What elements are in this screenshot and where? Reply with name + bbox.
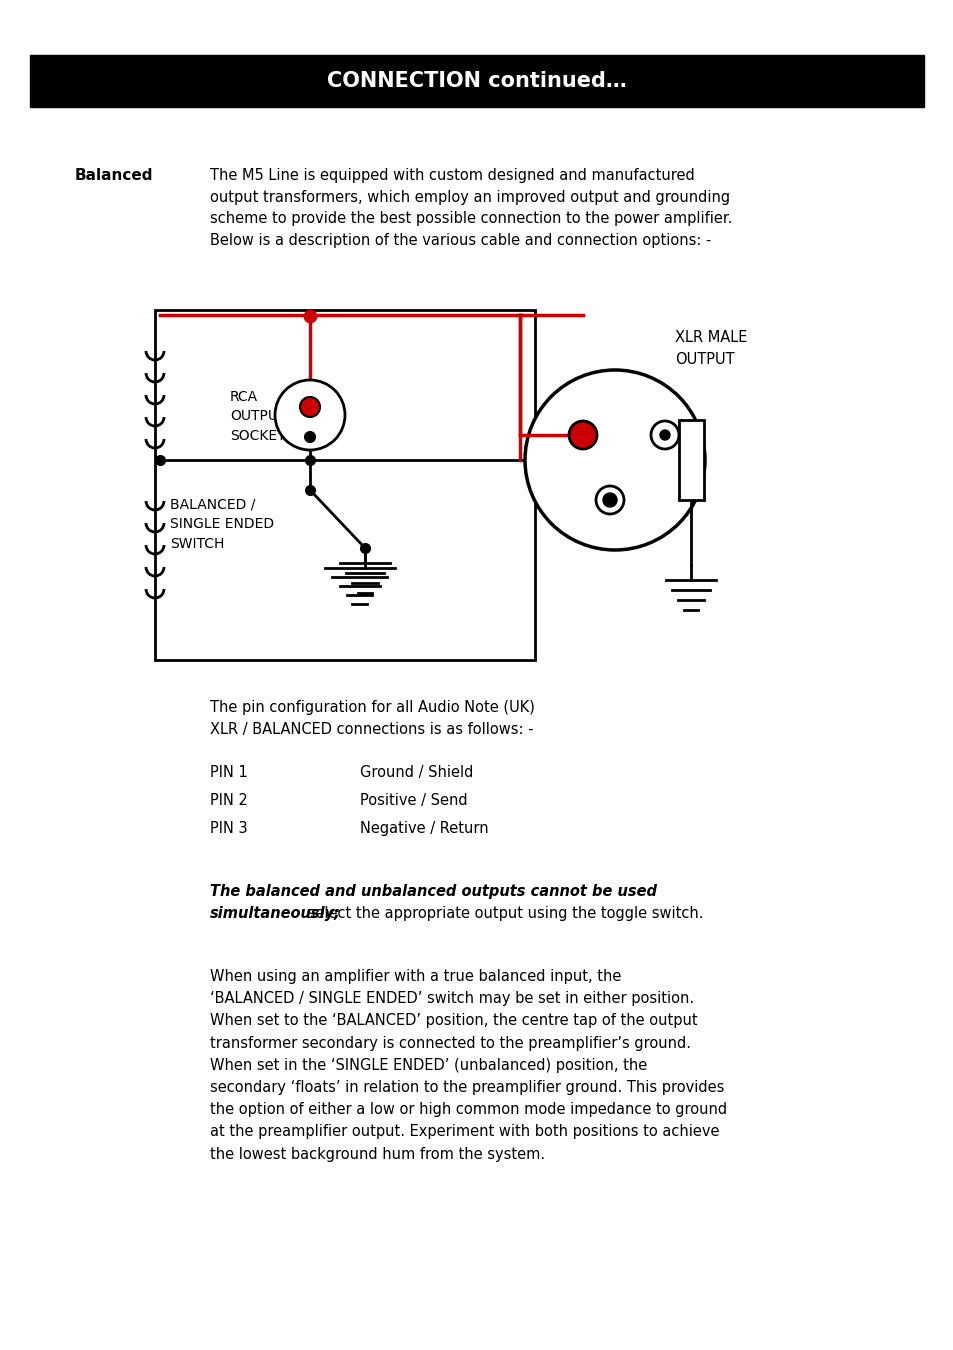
Circle shape [659,431,669,440]
Text: 3: 3 [613,512,622,526]
Text: BALANCED /
SINGLE ENDED
SWITCH: BALANCED / SINGLE ENDED SWITCH [170,498,274,551]
Circle shape [568,421,597,450]
Circle shape [524,370,704,549]
Text: Balanced: Balanced [75,167,153,184]
Circle shape [299,397,319,417]
Text: CONNECTION continued…: CONNECTION continued… [327,72,626,90]
Circle shape [596,486,623,514]
Circle shape [305,432,314,441]
Circle shape [650,421,679,450]
Text: select the appropriate output using the toggle switch.: select the appropriate output using the … [303,906,703,921]
Text: Positive / Send: Positive / Send [359,792,467,809]
Text: The M5 Line is equipped with custom designed and manufactured
output transformer: The M5 Line is equipped with custom desi… [210,167,732,248]
Text: 1: 1 [667,447,677,460]
Text: PIN 1: PIN 1 [210,765,248,780]
Text: PIN 2: PIN 2 [210,792,248,809]
Text: Ground / Shield: Ground / Shield [359,765,473,780]
Text: 2: 2 [600,414,610,429]
Bar [154,310,535,660]
Text: Negative / Return: Negative / Return [359,821,488,836]
Circle shape [602,493,617,508]
Bar [30,55,923,107]
Text: When using an amplifier with a true balanced input, the
‘BALANCED / SINGLE ENDED: When using an amplifier with a true bala… [210,969,726,1161]
Circle shape [274,379,345,450]
Bar [679,420,703,500]
Text: PIN 3: PIN 3 [210,821,248,836]
Text: RCA
OUTPUT
SOCKET: RCA OUTPUT SOCKET [230,390,286,443]
Text: The balanced and unbalanced outputs cannot be used
simultaneously;: The balanced and unbalanced outputs cann… [210,884,657,921]
Text: XLR MALE
OUTPUT: XLR MALE OUTPUT [675,329,746,367]
Text: The pin configuration for all Audio Note (UK)
XLR / BALANCED connections is as f: The pin configuration for all Audio Note… [210,701,535,737]
